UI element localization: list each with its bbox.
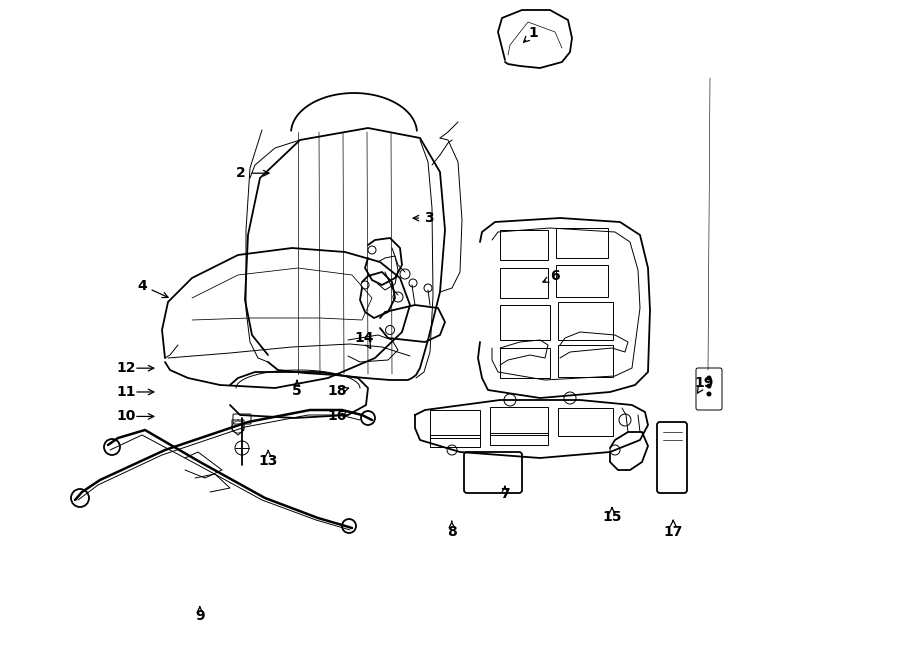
Text: 3: 3 xyxy=(425,211,434,225)
Text: 19: 19 xyxy=(694,376,714,391)
Text: 9: 9 xyxy=(195,609,204,623)
Bar xyxy=(558,345,613,377)
Text: 10: 10 xyxy=(116,409,136,424)
Bar xyxy=(500,348,550,378)
Text: 4: 4 xyxy=(138,278,147,293)
Circle shape xyxy=(706,383,712,389)
Text: 6: 6 xyxy=(551,269,560,284)
Bar xyxy=(430,435,480,447)
Text: 8: 8 xyxy=(447,525,456,539)
Bar xyxy=(500,268,548,298)
Bar xyxy=(556,265,608,297)
Bar xyxy=(558,302,613,340)
Text: 13: 13 xyxy=(258,454,278,469)
Circle shape xyxy=(706,375,712,381)
Bar xyxy=(556,228,608,258)
Text: 14: 14 xyxy=(355,331,374,346)
Circle shape xyxy=(706,391,712,397)
Text: 5: 5 xyxy=(292,384,302,399)
Bar xyxy=(490,407,548,435)
Bar xyxy=(500,305,550,340)
Text: 17: 17 xyxy=(663,525,683,539)
Text: 2: 2 xyxy=(237,166,246,180)
Text: 1: 1 xyxy=(529,26,538,40)
Text: 16: 16 xyxy=(328,409,347,424)
Text: 18: 18 xyxy=(328,384,347,399)
Text: 11: 11 xyxy=(116,385,136,399)
Bar xyxy=(558,408,613,436)
Bar xyxy=(500,230,548,260)
Text: 12: 12 xyxy=(116,361,136,375)
Text: 7: 7 xyxy=(500,487,509,502)
Text: 15: 15 xyxy=(602,510,622,524)
Bar xyxy=(490,433,548,445)
Bar xyxy=(430,410,480,438)
